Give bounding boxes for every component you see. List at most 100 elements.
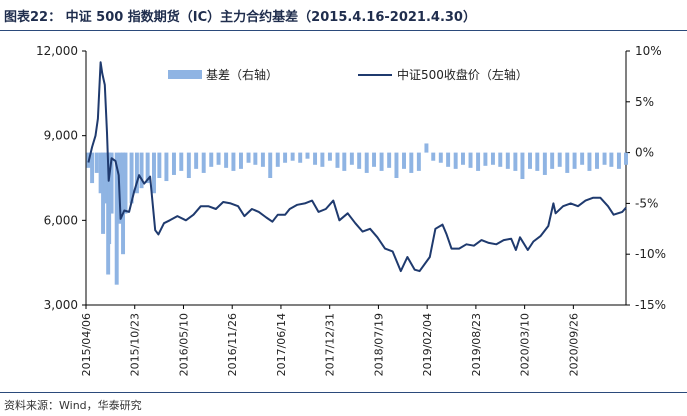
basis-bar bbox=[209, 152, 214, 167]
basis-bar bbox=[275, 152, 280, 167]
basis-index-chart: 3,000 6,000 9,000 12,000 -15% -10% -5% 0% 5% 10% 2… bbox=[36, 44, 666, 376]
basis-bar bbox=[409, 152, 414, 173]
legend-label-basis: 基差（右轴） bbox=[206, 67, 278, 82]
basis-bar bbox=[476, 152, 481, 171]
basis-bar bbox=[602, 152, 607, 165]
basis-bar bbox=[572, 152, 577, 169]
basis-bar bbox=[327, 152, 332, 161]
basis-bar bbox=[114, 152, 119, 285]
basis-bar bbox=[152, 152, 156, 194]
x-tick-label: 2017/06/14 bbox=[275, 313, 288, 376]
basis-bars bbox=[86, 143, 628, 285]
basis-bar bbox=[145, 152, 150, 184]
legend-label-index: 中证500收盘价（左轴） bbox=[397, 67, 528, 82]
basis-bar bbox=[416, 152, 421, 171]
axis-frame bbox=[82, 50, 630, 309]
index-series-line bbox=[87, 61, 627, 273]
basis-bar bbox=[157, 152, 162, 178]
basis-bar bbox=[587, 152, 592, 171]
basis-bar bbox=[453, 152, 458, 169]
basis-bar bbox=[103, 152, 108, 204]
x-tick-label: 2018/07/19 bbox=[372, 313, 385, 376]
basis-bar bbox=[595, 152, 599, 169]
basis-bar bbox=[580, 152, 585, 165]
right-tick-label: -15% bbox=[635, 298, 666, 312]
basis-bar bbox=[520, 152, 525, 180]
basis-bar bbox=[246, 152, 251, 163]
basis-bar bbox=[461, 152, 465, 165]
basis-bar bbox=[171, 152, 176, 175]
basis-bar bbox=[394, 152, 399, 178]
basis-bar bbox=[231, 152, 236, 171]
basis-bar bbox=[528, 152, 532, 169]
basis-bar bbox=[431, 152, 436, 161]
basis-bar bbox=[513, 152, 518, 171]
basis-bar bbox=[609, 152, 614, 167]
index-line bbox=[87, 61, 627, 273]
basis-bar bbox=[335, 152, 340, 168]
x-tick-label: 2020/03/10 bbox=[519, 313, 532, 376]
basis-bar bbox=[372, 152, 377, 167]
basis-bar bbox=[109, 152, 114, 214]
legend: 基差（右轴） 中证500收盘价（左轴） bbox=[168, 67, 528, 82]
right-tick-label: 0% bbox=[635, 146, 654, 160]
left-tick-label: 9,000 bbox=[44, 129, 78, 143]
basis-bar bbox=[505, 152, 510, 169]
left-tick-label: 12,000 bbox=[36, 44, 78, 58]
basis-bar bbox=[134, 152, 139, 194]
x-tick-label: 2017/12/31 bbox=[324, 313, 337, 376]
basis-bar bbox=[253, 152, 258, 165]
basis-bar bbox=[94, 152, 99, 173]
basis-bar bbox=[283, 152, 288, 163]
basis-bar bbox=[438, 152, 443, 163]
basis-bar bbox=[305, 152, 310, 159]
basis-bar bbox=[123, 152, 128, 214]
basis-bar bbox=[139, 152, 144, 189]
basis-bar bbox=[542, 152, 547, 175]
x-tick-label: 2020/09/26 bbox=[567, 313, 580, 376]
basis-bar bbox=[490, 152, 495, 165]
basis-bar bbox=[101, 152, 106, 234]
basis-bar bbox=[387, 152, 392, 168]
basis-bar bbox=[483, 152, 488, 166]
source-note: 资料来源：Wind，华泰研究 bbox=[4, 399, 142, 412]
basis-bar bbox=[550, 152, 555, 169]
basis-bar bbox=[164, 152, 169, 182]
footer-divider bbox=[0, 392, 687, 393]
right-tick-label: -5% bbox=[635, 196, 658, 210]
basis-bar bbox=[468, 152, 473, 168]
basis-bar bbox=[349, 152, 354, 165]
basis-bar bbox=[268, 152, 273, 178]
basis-bar bbox=[194, 152, 199, 169]
basis-bar bbox=[320, 152, 325, 167]
basis-bar bbox=[179, 152, 184, 171]
x-tick-label: 2015/04/06 bbox=[80, 313, 93, 376]
left-tick-label: 6,000 bbox=[44, 213, 78, 227]
right-tick-label: 10% bbox=[635, 44, 662, 58]
basis-bar bbox=[424, 143, 429, 153]
basis-bar bbox=[129, 152, 134, 204]
legend-swatch-basis bbox=[168, 70, 202, 79]
basis-bar bbox=[201, 152, 206, 173]
basis-bar bbox=[379, 152, 384, 171]
basis-bar bbox=[364, 152, 369, 173]
x-tick-label: 2019/08/23 bbox=[470, 313, 483, 376]
basis-bar bbox=[107, 152, 112, 245]
basis-bar bbox=[616, 152, 621, 169]
basis-bar bbox=[260, 152, 265, 167]
basis-bar bbox=[565, 152, 570, 173]
x-tick-label: 2015/10/23 bbox=[129, 313, 142, 376]
right-tick-label: -10% bbox=[635, 247, 666, 261]
left-tick-label: 3,000 bbox=[44, 298, 78, 312]
basis-bar bbox=[121, 152, 126, 255]
basis-bar bbox=[357, 152, 362, 169]
x-tick-label: 2016/11/26 bbox=[226, 313, 239, 376]
basis-bar bbox=[216, 152, 221, 165]
basis-bar bbox=[402, 152, 406, 169]
title-divider bbox=[0, 30, 687, 31]
tick-labels: 3,000 6,000 9,000 12,000 -15% -10% -5% 0% 5% 10% 2… bbox=[36, 44, 666, 376]
basis-bar bbox=[90, 152, 95, 184]
basis-bar bbox=[239, 152, 243, 169]
basis-bar bbox=[557, 152, 562, 167]
x-tick-label: 2016/05/10 bbox=[177, 313, 190, 376]
